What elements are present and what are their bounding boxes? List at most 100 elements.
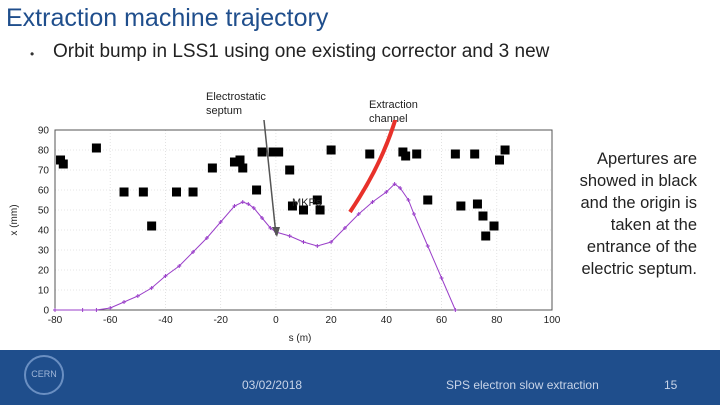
label-channel-line1: Extraction (369, 99, 418, 111)
aperture-marker (171, 187, 181, 197)
aperture-marker (274, 147, 284, 157)
trajectory-line (55, 183, 456, 311)
trajectory-point (287, 234, 292, 238)
aperture-marker (119, 187, 129, 197)
bullet-text: Orbit bump in LSS1 using one existing co… (53, 41, 550, 62)
trajectory-point (342, 226, 347, 230)
x-tick-label: 80 (491, 315, 503, 326)
x-tick-label: -40 (158, 315, 173, 326)
extraction-arrow (348, 120, 398, 214)
trajectory-point (135, 294, 140, 298)
cern-logo-text: CERN (31, 369, 57, 379)
y-tick-label: 30 (38, 246, 50, 257)
x-tick-label: 100 (544, 315, 560, 326)
footer-title: SPS electron slow extraction (446, 378, 599, 392)
bullet-marker: • (30, 47, 35, 61)
y-tick-label: 10 (38, 286, 50, 297)
y-tick-label: 60 (38, 186, 50, 197)
aperture-marker (285, 165, 295, 175)
aperture-marker (147, 221, 157, 231)
mkps-label: MKPs (292, 197, 322, 209)
label-septum-line2: septum (206, 105, 243, 117)
y-tick-label: 40 (38, 226, 50, 237)
trajectory-point (406, 198, 411, 202)
x-axis-ticks: -80 -60 -40 -20 0 20 40 60 80 100 (48, 315, 560, 326)
label-extraction-channel: Extraction channel (369, 98, 418, 126)
trajectory-point (177, 264, 182, 268)
aperture-marker (365, 149, 375, 159)
aperture-marker (450, 149, 460, 159)
trajectory-point (204, 236, 209, 240)
page-number: 15 (664, 378, 678, 392)
trajectory-point (149, 286, 154, 290)
septum-pointer-arrowhead (272, 227, 280, 237)
aperture-marker (401, 151, 411, 161)
trajectory-point (218, 220, 223, 224)
aperture-marker (456, 201, 466, 211)
aperture-marker (229, 157, 239, 167)
aperture-marker (315, 205, 325, 215)
x-tick-label: 40 (381, 315, 393, 326)
y-tick-label: 20 (38, 266, 50, 277)
x-tick-label: 20 (326, 315, 338, 326)
y-tick-label: 70 (38, 166, 50, 177)
label-septum-line1: Electrostatic (206, 91, 266, 103)
trajectory-point (370, 200, 375, 204)
aperture-marker (481, 231, 491, 241)
trajectory-point (453, 308, 458, 312)
footer-bar (0, 350, 720, 405)
trajectory-point (246, 202, 251, 206)
aperture-marker (207, 163, 217, 173)
aperture-marker (423, 195, 433, 205)
y-tick-label: 90 (38, 126, 50, 137)
y-tick-label: 0 (43, 306, 49, 317)
y-tick-label: 80 (38, 146, 50, 157)
trajectory-series (53, 182, 458, 312)
aperture-marker (58, 159, 68, 169)
trajectory-point (108, 306, 113, 310)
chart-grid (54, 129, 553, 311)
aperture-marker (470, 149, 480, 159)
x-tick-label: 0 (273, 315, 279, 326)
trajectory-point (425, 244, 430, 248)
trajectory-point (240, 200, 245, 204)
aperture-marker (299, 205, 308, 215)
aperture-marker (412, 149, 422, 159)
cern-logo: CERN (24, 355, 64, 395)
trajectory-point (268, 226, 273, 230)
y-axis-ticks: 0 10 20 30 40 50 60 70 80 90 (38, 126, 50, 317)
trajectory-point (398, 186, 403, 190)
aperture-marker (326, 145, 336, 155)
aperture-marker (478, 211, 488, 221)
y-axis-label: x (mm) (9, 204, 20, 235)
trajectory-point (384, 190, 389, 194)
slide-title: Extraction machine trajectory (6, 4, 329, 32)
trajectory-point (315, 244, 320, 248)
trajectory-point (80, 308, 85, 312)
trajectory-point (251, 206, 256, 210)
trajectory-point (411, 212, 416, 216)
trajectory-chart: 0 10 20 30 40 50 60 70 80 90 -80 -60 -40 -20 0 20 40 60 8… (9, 120, 560, 344)
aperture-marker (500, 145, 510, 155)
aperture-marker (138, 187, 148, 197)
trajectory-point (329, 240, 334, 244)
x-tick-label: -80 (48, 315, 63, 326)
x-tick-label: 60 (436, 315, 448, 326)
x-axis-label: s (m) (289, 333, 312, 344)
aperture-marker (91, 143, 101, 153)
plot-frame (54, 129, 553, 311)
aperture-marker (257, 147, 267, 157)
trajectory-point (232, 204, 237, 208)
label-electrostatic-septum: Electrostatic septum (206, 90, 266, 118)
aperture-marker (238, 163, 248, 173)
aperture-marker (287, 201, 297, 211)
trajectory-point (439, 276, 444, 280)
trajectory-point (94, 308, 99, 312)
trajectory-point (301, 240, 306, 244)
x-tick-label: -60 (103, 315, 118, 326)
aperture-marker (268, 147, 278, 157)
aperture-note: Apertures are showed in black and the or… (579, 150, 697, 278)
aperture-marker (252, 185, 262, 195)
aperture-series (56, 143, 510, 241)
trajectory-point (122, 300, 127, 304)
